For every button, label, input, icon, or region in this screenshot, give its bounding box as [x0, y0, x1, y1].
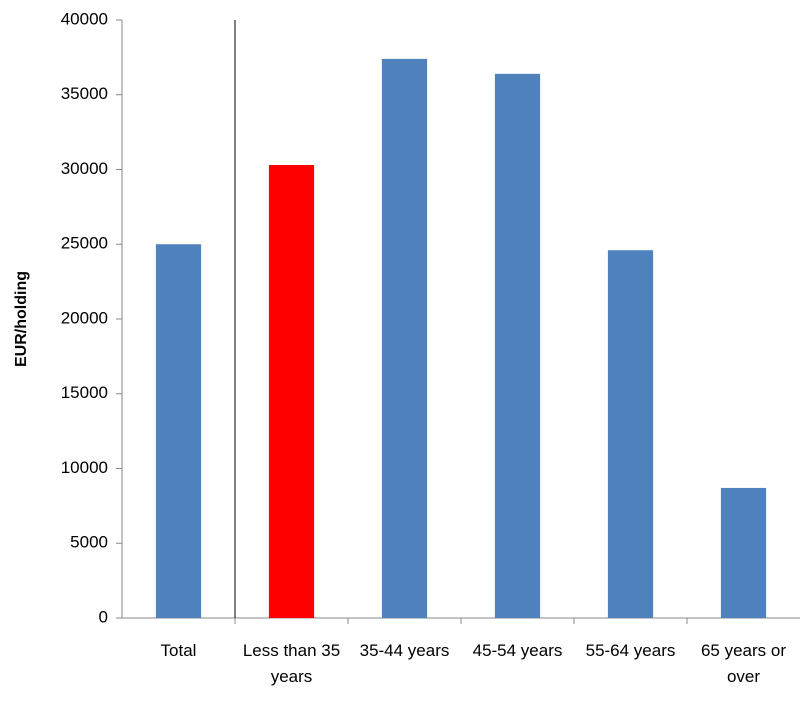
bar: [607, 250, 654, 619]
y-tick-label: 15000: [61, 383, 108, 402]
x-tick-label: 65 years or over: [700, 641, 787, 686]
y-axis-label: EUR/holding: [13, 271, 30, 367]
y-tick-label: 20000: [61, 308, 108, 327]
y-tick-label: 40000: [61, 9, 108, 28]
bar: [720, 487, 767, 618]
x-tick-label: 35-44 years: [359, 641, 450, 660]
x-tick-label: 45-54 years: [472, 641, 563, 660]
x-tick-label: 55-64 years: [585, 641, 676, 660]
y-tick-label: 25000: [61, 234, 108, 253]
y-tick-label: 10000: [61, 458, 108, 477]
x-tick-label: Total: [160, 641, 197, 660]
y-tick-label: 5000: [70, 533, 108, 552]
y-tick-label: 30000: [61, 159, 108, 178]
bar: [381, 58, 428, 619]
y-tick-label: 35000: [61, 84, 108, 103]
bar: [268, 165, 315, 618]
y-tick-label: 0: [99, 607, 108, 626]
bar: [155, 244, 202, 618]
bar: [494, 73, 541, 618]
x-tick-label: Less than 35 years: [242, 641, 341, 686]
